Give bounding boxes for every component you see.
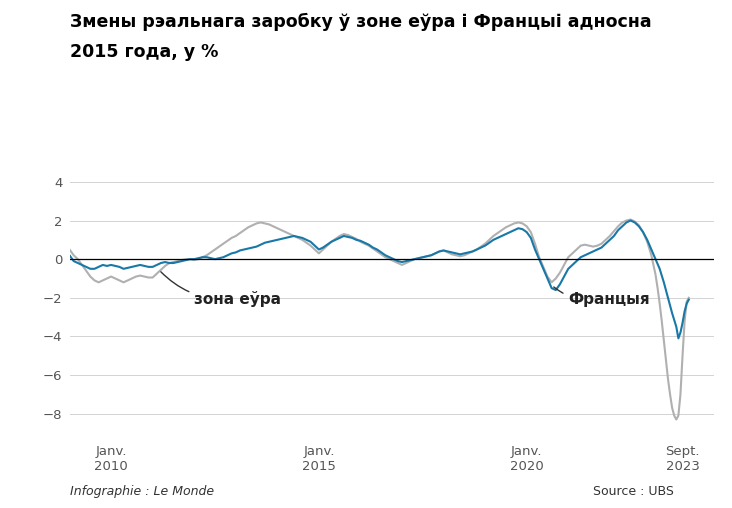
Text: Source : UBS: Source : UBS <box>593 485 673 498</box>
Text: Змены рэальнага заробку ў зоне еўра і Францыі адносна: Змены рэальнага заробку ў зоне еўра і Фр… <box>70 13 651 31</box>
Text: Францыя: Францыя <box>554 287 650 307</box>
Text: зона еўра: зона еўра <box>161 272 281 307</box>
Text: Infographie : Le Monde: Infographie : Le Monde <box>70 485 214 498</box>
Text: 2015 года, у %: 2015 года, у % <box>70 43 218 61</box>
